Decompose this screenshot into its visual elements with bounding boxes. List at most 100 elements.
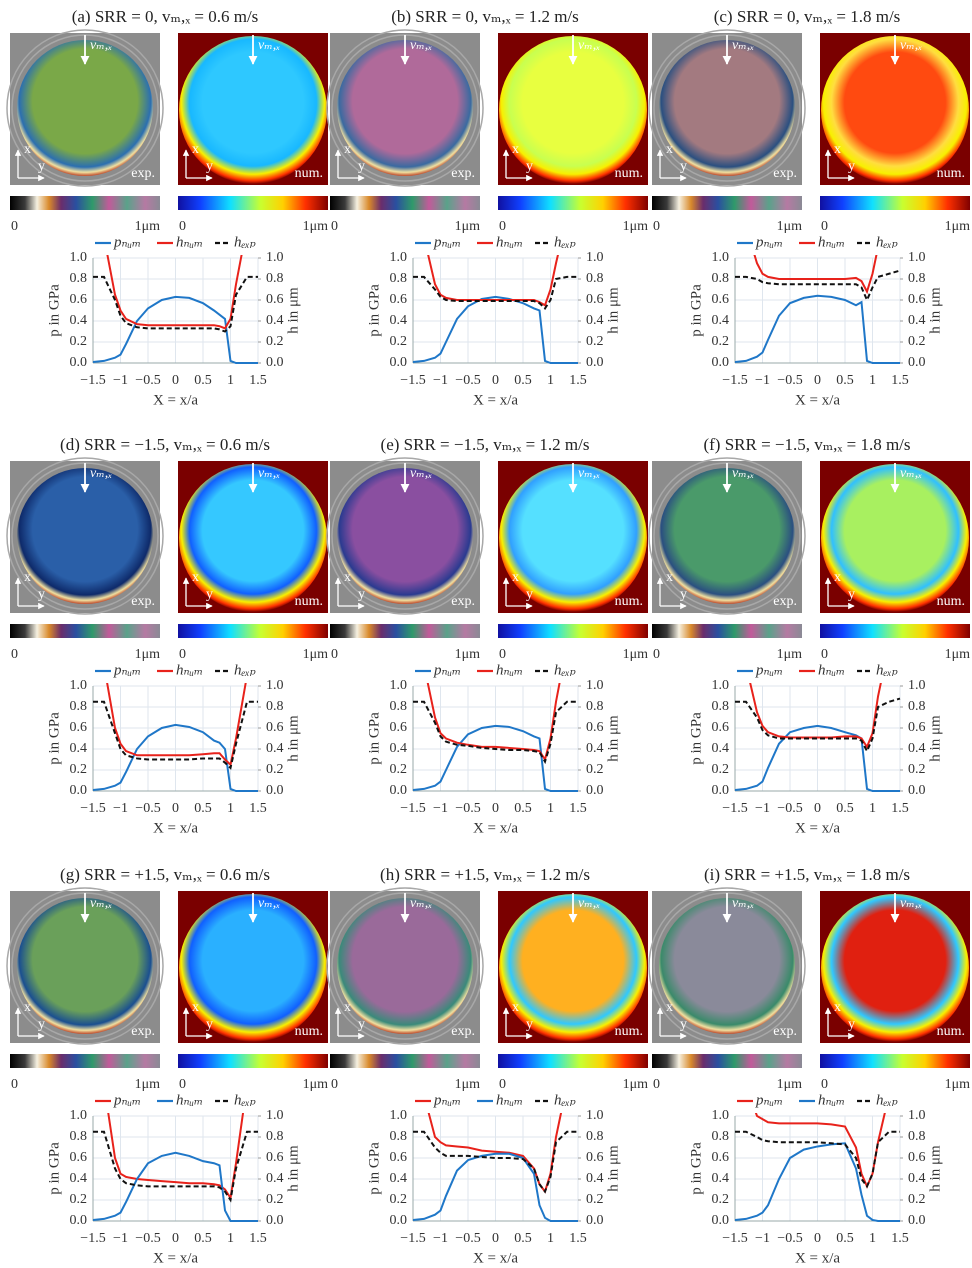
colorbar-max: 1μm — [945, 647, 971, 662]
colorbar-min: 0 — [11, 219, 18, 234]
colorbar-min: 0 — [331, 1077, 338, 1092]
x-tick-label: −1.5 — [80, 801, 105, 816]
contact — [499, 464, 647, 612]
y2-tick-label: 0.2 — [908, 762, 926, 777]
colorbar — [10, 624, 160, 638]
y-tick-label: 0.4 — [712, 313, 730, 328]
panel-title: (f) SRR = −1.5, vₘ,ₓ = 1.8 m/s — [703, 435, 910, 454]
y-axis-label: p in GPa — [46, 1142, 62, 1195]
x-tick-label: −0.5 — [455, 1231, 480, 1246]
panel-title: (i) SRR = +1.5, vₘ,ₓ = 1.8 m/s — [704, 865, 910, 884]
num-label: num. — [295, 166, 323, 181]
colorbar — [652, 1054, 802, 1068]
num-label: num. — [937, 1024, 965, 1039]
contact — [821, 36, 969, 184]
axis-y-label: y — [358, 159, 365, 174]
legend-label: hₑₓₚ — [554, 1092, 576, 1108]
legend-label: hₑₓₚ — [234, 234, 256, 250]
y-tick-label: 1.0 — [70, 678, 88, 693]
y2-tick-label: 0.0 — [266, 355, 284, 370]
colorbar-max: 1μm — [777, 647, 803, 662]
contact — [337, 40, 473, 176]
axis-x-label: x — [666, 142, 673, 157]
y-tick-label: 1.0 — [712, 250, 730, 265]
panel: (a) SRR = 0, vₘ,ₓ = 0.6 m/svₘ,ₓxy exp.vₘ,… — [6, 7, 328, 408]
legend-label: hₙᵤₘ — [496, 234, 523, 250]
y-tick-label: 1.0 — [390, 1108, 408, 1123]
velocity-label: vₘ,ₓ — [578, 466, 600, 481]
y-axis-label: p in GPa — [46, 712, 62, 765]
x-tick-label: 0 — [492, 801, 499, 816]
colorbar — [178, 196, 328, 210]
y-tick-label: 1.0 — [70, 250, 88, 265]
x-tick-label: −1.5 — [400, 373, 425, 388]
y-tick-label: 0.8 — [390, 271, 408, 286]
y2-tick-label: 0.4 — [586, 1171, 604, 1186]
contact — [821, 464, 969, 612]
legend-label: hₑₓₚ — [554, 662, 576, 678]
y2-axis-label: h in μm — [605, 715, 621, 762]
y2-tick-label: 1.0 — [586, 678, 604, 693]
x-tick-label: 0.5 — [514, 1231, 532, 1246]
panel-title: (e) SRR = −1.5, vₘ,ₓ = 1.2 m/s — [381, 435, 590, 454]
x-tick-label: 1.5 — [569, 801, 587, 816]
y-tick-label: 0.6 — [390, 292, 408, 307]
fringe — [6, 29, 164, 187]
legend-label: hₙᵤₘ — [818, 234, 845, 250]
series-line — [92, 295, 258, 364]
y2-tick-label: 0.4 — [586, 313, 604, 328]
fringe — [326, 29, 484, 187]
y-tick-label: 1.0 — [70, 1108, 88, 1123]
series-line — [93, 1130, 258, 1203]
colorbar-min: 0 — [821, 219, 828, 234]
x-tick-label: −1 — [755, 1231, 770, 1246]
y2-tick-label: 0.8 — [586, 271, 604, 286]
y-tick-label: 0.2 — [70, 334, 88, 349]
x-tick-label: 0 — [814, 1231, 821, 1246]
legend-label: hₙᵤₘ — [818, 1092, 845, 1108]
y-tick-label: 0.4 — [712, 741, 730, 756]
velocity-label: vₘ,ₓ — [258, 896, 280, 911]
legend-label: hₙᵤₘ — [176, 234, 203, 250]
y2-tick-label: 0.0 — [266, 1213, 284, 1228]
colorbar-max: 1μm — [303, 1077, 329, 1092]
series-line — [749, 683, 882, 750]
axis-y-label: y — [848, 159, 855, 174]
x-tick-label: 0.5 — [194, 373, 212, 388]
colorbar-min: 0 — [331, 219, 338, 234]
x-tick-label: 0 — [172, 373, 179, 388]
fringe — [648, 457, 806, 615]
legend-label: pₙᵤₘ — [433, 662, 461, 678]
axis-x-label: x — [512, 1000, 519, 1015]
axis-x-label: x — [512, 142, 519, 157]
axis-x-label: x — [192, 1000, 199, 1015]
y-tick-label: 1.0 — [712, 678, 730, 693]
y2-tick-label: 0.4 — [908, 313, 926, 328]
exp-label: exp. — [773, 1024, 797, 1039]
colorbar-min: 0 — [11, 647, 18, 662]
y-tick-label: 0.6 — [70, 720, 88, 735]
x-axis-label: X = x/a — [795, 392, 840, 408]
velocity-label: vₘ,ₓ — [258, 466, 280, 481]
contact — [821, 894, 969, 1042]
axis-y-label: y — [848, 587, 855, 602]
exp-label: exp. — [451, 166, 475, 181]
contact — [337, 898, 473, 1034]
velocity-label: vₘ,ₓ — [900, 896, 922, 911]
x-tick-label: 1.5 — [891, 1231, 909, 1246]
y2-tick-label: 0.2 — [266, 1192, 284, 1207]
y2-tick-label: 0.4 — [908, 1171, 926, 1186]
x-tick-label: 1.5 — [891, 801, 909, 816]
y-tick-label: 0.4 — [390, 313, 408, 328]
colorbar-max: 1μm — [455, 219, 481, 234]
num-label: num. — [937, 166, 965, 181]
y-tick-label: 0.2 — [712, 1192, 730, 1207]
y2-tick-label: 1.0 — [908, 678, 926, 693]
contact — [179, 36, 327, 184]
num-label: num. — [295, 1024, 323, 1039]
velocity-label: vₘ,ₓ — [410, 38, 432, 53]
x-tick-label: −1 — [433, 1231, 448, 1246]
contact — [337, 468, 473, 604]
x-tick-label: 0 — [172, 1231, 179, 1246]
